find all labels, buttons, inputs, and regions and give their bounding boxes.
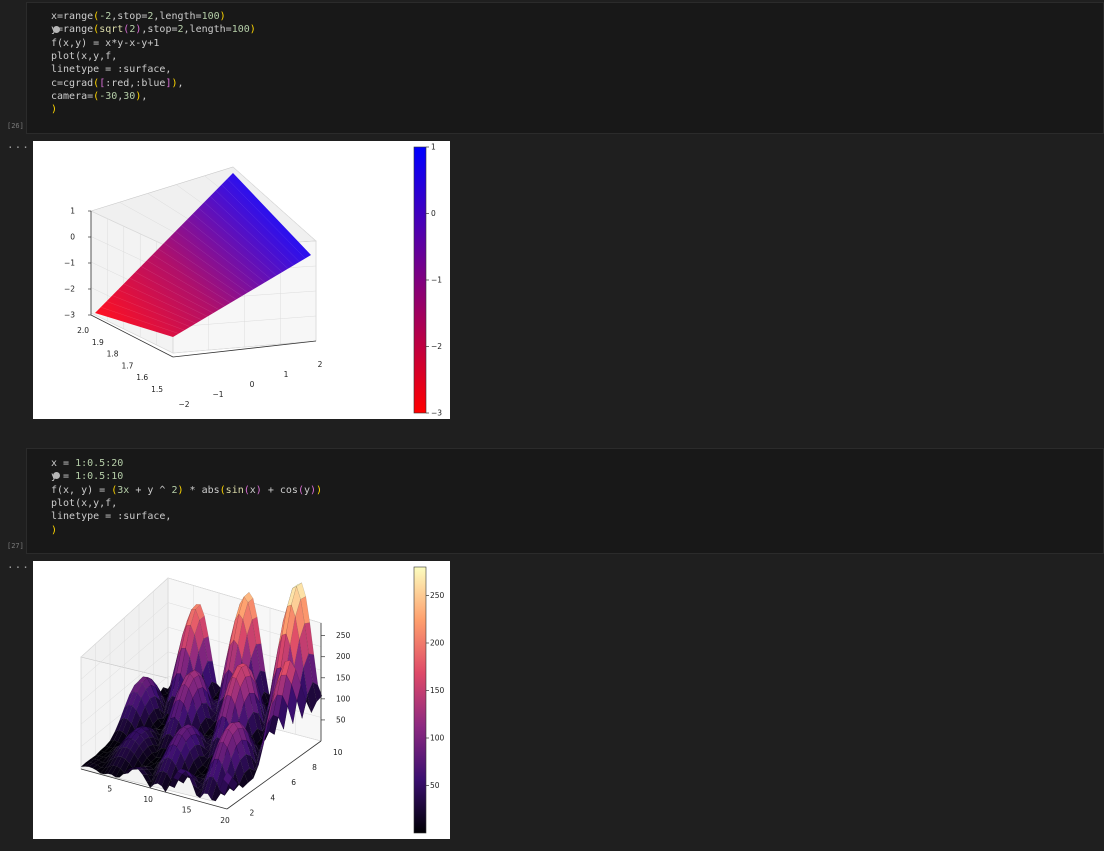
code-line-2: y = 1:0.5:10 [51, 471, 124, 483]
colorbar-tick-label: 1 [431, 143, 436, 152]
code-line-1: x=range(-2,stop=2,length=100) [51, 11, 226, 22]
colorbar-tick-label: 100 [430, 734, 445, 743]
code-editor[interactable] [26, 2, 1104, 134]
axis-ticks: −3 −2 −1 0 1 2.01.91.81.71.61.5 −2 −1 0 1 2 [64, 207, 323, 410]
execution-count: [27] [7, 542, 24, 550]
code-line-7: camera=(-30,30), [51, 90, 148, 102]
notebook-cell-26: x=range(-2,stop=2,length=100) y=range(sq… [7, 2, 1104, 419]
z-tick-label: 1 [70, 207, 75, 216]
code-line-5: linetype = :surface, [51, 64, 172, 76]
code-line-6: ) [51, 524, 58, 536]
z-tick-label: 50 [336, 715, 346, 724]
colorbar-tick-label: 150 [430, 686, 445, 695]
x-tick-label: −1 [212, 390, 223, 399]
z-tick-label: −1 [64, 259, 75, 268]
colorbar-tick-label: −2 [431, 342, 442, 351]
code-line-1: x = 1:0.5:20 [51, 458, 124, 469]
y-tick-label: 1.6 [136, 373, 148, 382]
lightbulb-icon[interactable] [53, 26, 60, 33]
colorbar [413, 146, 427, 414]
y-tick-label: 1.5 [151, 385, 163, 394]
x-tick-label: 1 [284, 370, 289, 379]
y-tick-label: 6 [291, 778, 296, 787]
code-line-4: plot(x,y,f, [51, 50, 118, 62]
output-more-icon[interactable]: ... [7, 138, 30, 151]
colorbar-tick-label: −3 [431, 409, 442, 418]
y-tick-label: 1.9 [92, 338, 104, 347]
surface-plot: 50 100 150 200 250 5 10 15 20 2 4 6 8 10 250 200 150 100… [80, 566, 445, 834]
colorbar-tick-label: 0 [431, 209, 436, 218]
lightbulb-icon[interactable] [53, 472, 60, 479]
colorbar-tick-label: 250 [430, 591, 445, 600]
code-editor[interactable] [26, 448, 1104, 554]
colorbar-tick-label: 50 [430, 781, 440, 790]
z-tick-label: 150 [336, 673, 351, 682]
z-tick-label: 200 [336, 652, 351, 661]
colorbar [413, 566, 427, 834]
surface-mesh [95, 173, 311, 337]
x-tick-label: 0 [250, 380, 255, 389]
y-tick-label: 1.7 [121, 361, 133, 370]
colorbar-tick-label: −1 [431, 276, 442, 285]
x-tick-label: 15 [182, 805, 192, 814]
code-line-2: y=range(sqrt(2),stop=2,length=100) [51, 24, 256, 36]
plot-output: 50 100 150 200 250 5 10 15 20 2 4 6 8 10 250 200 150 100… [33, 561, 450, 839]
y-tick-label: 4 [270, 793, 275, 802]
colorbar-tick-label: 200 [430, 639, 445, 648]
output-more-icon[interactable]: ... [7, 558, 30, 571]
z-tick-label: 0 [70, 233, 75, 242]
code-line-4: plot(x,y,f, [51, 497, 118, 509]
axis-ticks: 50 100 150 200 250 5 10 15 20 2 4 6 8 10 [107, 631, 350, 825]
x-tick-label: 2 [318, 360, 323, 369]
notebook-cell-27: x = 1:0.5:20 y = 1:0.5:10 f(x, y) = (3x … [0, 448, 1104, 851]
z-tick-label: 100 [336, 694, 351, 703]
x-tick-label: 5 [107, 784, 112, 793]
code-line-6: c=cgrad([:red,:blue]), [51, 77, 184, 89]
z-tick-label: −3 [64, 311, 75, 320]
code-line-5: linetype = :surface, [51, 511, 172, 523]
x-tick-label: −2 [178, 400, 189, 409]
surface-mesh [80, 582, 323, 802]
z-tick-label: 250 [336, 631, 351, 640]
code-line-3: f(x, y) = (3x + y ^ 2) * abs(sin(x) + co… [51, 484, 323, 496]
y-tick-label: 2 [249, 808, 254, 817]
y-tick-label: 10 [333, 748, 343, 757]
surface-plot: −3 −2 −1 0 1 2.01.91.81.71.61.5 −2 −1 0 1 2 1 0 −1 −2… [64, 143, 442, 418]
colorbar-ticks: 250 200 150 100 50 [426, 591, 445, 790]
code-line-3: f(x,y) = x*y-x-y+1 [51, 37, 160, 49]
y-tick-label: 2.0 [77, 326, 89, 335]
execution-count: [26] [7, 122, 24, 130]
colorbar-ticks: 1 0 −1 −2 −3 [426, 143, 442, 418]
code-line-8: ) [51, 104, 58, 116]
plot-output: −3 −2 −1 0 1 2.0 1.9 1.8 1.7 1.6 1.5 −2 −1 0 1 2 1 0 −1 −2… [33, 141, 450, 419]
y-tick-label: 8 [312, 763, 317, 772]
z-tick-label: −2 [64, 285, 75, 294]
x-tick-label: 10 [143, 795, 153, 804]
x-tick-label: 20 [220, 816, 230, 825]
y-tick-label: 1.8 [107, 350, 119, 359]
